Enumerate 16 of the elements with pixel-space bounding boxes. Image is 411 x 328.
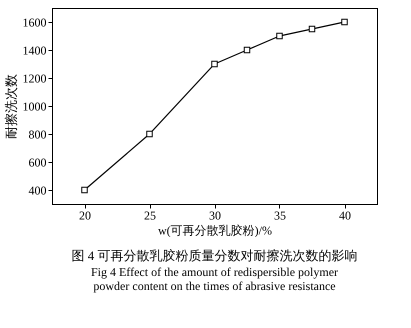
y-tick-label: 1000 xyxy=(22,100,46,114)
y-tick-label: 600 xyxy=(28,156,46,170)
y-tick-label: 1200 xyxy=(22,72,46,86)
y-tick-label: 400 xyxy=(28,184,46,198)
x-tick-label: 30 xyxy=(209,208,221,222)
caption: 图 4 可再分散乳胶粉质量分数对耐擦洗次数的影响 xyxy=(72,248,358,263)
x-tick-label: 25 xyxy=(144,208,156,222)
x-axis-title: w(可再分散乳胶粉)/% xyxy=(158,224,272,238)
y-axis-title: 耐擦洗次数 xyxy=(4,74,18,139)
x-tick-label: 35 xyxy=(274,208,286,222)
y-tick-label: 800 xyxy=(28,128,46,142)
caption: Fig 4 Effect of the amount of redispersible polymer powder content on the times of abrasive resistance xyxy=(90,265,338,293)
x-tick-label: 40 xyxy=(339,208,351,222)
y-tick-label: 1600 xyxy=(22,16,46,30)
x-tick-label: 20 xyxy=(79,208,91,222)
y-tick-label: 1400 xyxy=(22,44,46,58)
